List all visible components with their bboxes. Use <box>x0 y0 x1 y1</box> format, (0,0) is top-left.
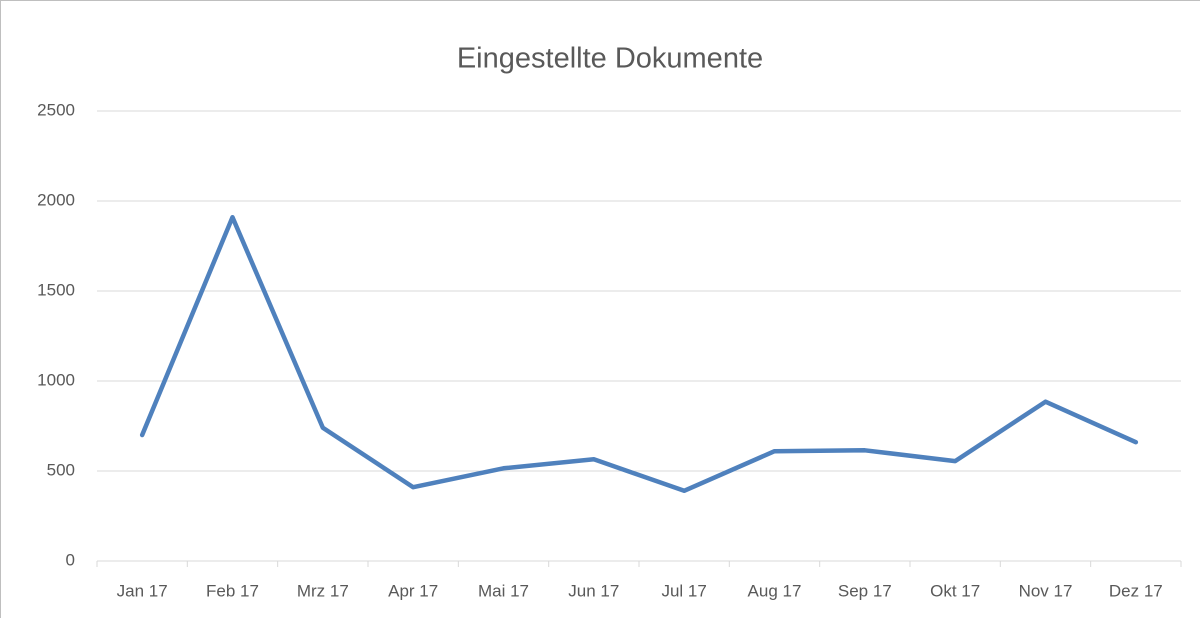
x-tick-label: Sep 17 <box>838 581 892 600</box>
chart-title: Eingestellte Dokumente <box>457 43 763 75</box>
x-tick-label: Okt 17 <box>930 581 980 600</box>
y-tick-label: 2500 <box>37 100 75 119</box>
x-tick-label: Jan 17 <box>117 581 168 600</box>
x-tick-label: Nov 17 <box>1019 581 1073 600</box>
x-tick-label: Mrz 17 <box>297 581 349 600</box>
x-tick-label: Mai 17 <box>478 581 529 600</box>
x-tick-label: Jun 17 <box>568 581 619 600</box>
x-tick-label: Feb 17 <box>206 581 259 600</box>
x-tick-label: Jul 17 <box>661 581 706 600</box>
y-tick-label: 1500 <box>37 280 75 299</box>
data-line <box>139 214 1139 494</box>
y-tick-label: 1000 <box>37 370 75 389</box>
y-tick-label: 500 <box>47 460 75 479</box>
y-tick-label: 0 <box>66 550 75 569</box>
x-tick-label: Dez 17 <box>1109 581 1163 600</box>
x-tick-label: Aug 17 <box>748 581 802 600</box>
x-tick-label: Apr 17 <box>388 581 438 600</box>
y-tick-label: 2000 <box>37 190 75 209</box>
